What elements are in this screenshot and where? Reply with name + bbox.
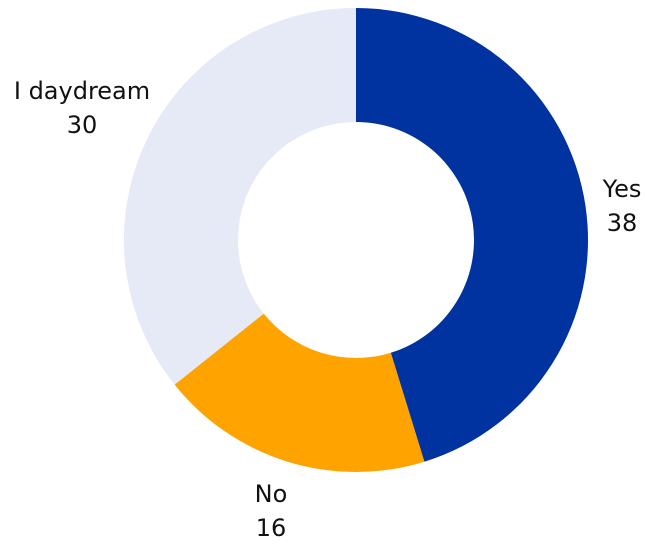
slice-category-label: No [255, 480, 288, 508]
slice-label-no: No 16 [255, 480, 288, 542]
donut-labels: Yes 38 No 16 I daydream 30 [14, 77, 642, 542]
slice-yes [356, 8, 589, 462]
slice-value-label: 38 [607, 209, 638, 237]
slice-i-daydream [124, 8, 356, 385]
donut-slices [124, 8, 589, 472]
slice-category-label: I daydream [14, 77, 150, 105]
slice-no [174, 313, 425, 472]
slice-value-label: 30 [67, 111, 98, 139]
slice-label-i-daydream: I daydream 30 [14, 77, 150, 139]
slice-label-yes: Yes 38 [602, 175, 642, 237]
slice-category-label: Yes [602, 175, 642, 203]
slice-value-label: 16 [256, 514, 287, 542]
